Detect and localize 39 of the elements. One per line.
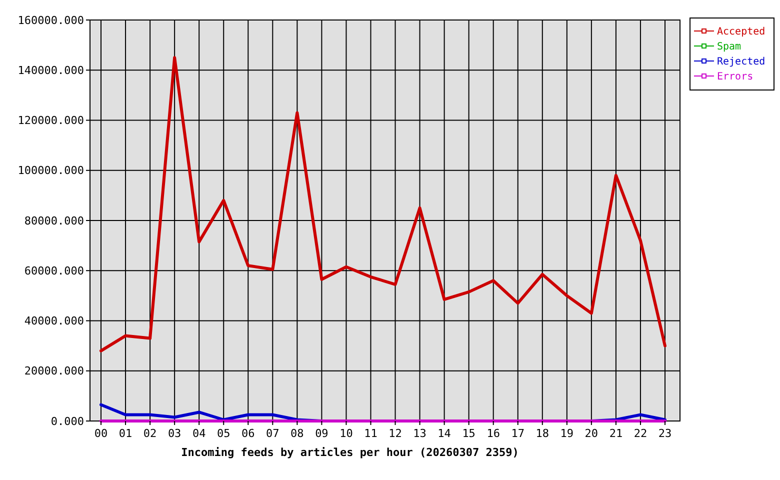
x-tick-label: 16 <box>486 427 500 440</box>
legend-label: Rejected <box>717 56 766 68</box>
legend-label: Spam <box>717 42 742 52</box>
y-tick-label: 40000.000 <box>24 314 84 328</box>
y-tick-label: 60000.000 <box>24 264 84 278</box>
x-tick-label: 18 <box>536 427 550 440</box>
x-tick-label: 17 <box>511 427 524 440</box>
x-tick-label: 11 <box>364 427 378 440</box>
x-tick-label: 14 <box>438 427 452 440</box>
x-tick-label: 19 <box>560 427 574 440</box>
legend-label: Accepted <box>717 26 766 38</box>
x-axis-title: Incoming feeds by articles per hour (20260307 2359) <box>181 446 519 459</box>
x-tick-label: 05 <box>216 427 230 440</box>
y-tick-label: 80000.000 <box>24 214 84 228</box>
x-tick-label: 06 <box>242 427 255 440</box>
y-tick-label: 120000.000 <box>18 114 84 128</box>
x-tick-label: 12 <box>388 427 402 440</box>
x-tick-label: 00 <box>94 427 108 440</box>
x-tick-label: 02 <box>143 427 157 440</box>
x-tick-label: 07 <box>266 427 280 440</box>
legend-label: Errors <box>717 72 754 82</box>
y-tick-label: 160000.000 <box>18 14 84 27</box>
line-series <box>100 56 666 352</box>
x-tick-label: 15 <box>462 427 476 440</box>
x-tick-label: 20 <box>584 427 598 440</box>
x-tick-label: 03 <box>168 427 182 440</box>
x-tick-label: 01 <box>118 427 132 440</box>
y-tick-label: 140000.000 <box>18 64 84 77</box>
y-tick-label: 100000.000 <box>18 164 84 178</box>
x-tick-label: 08 <box>290 427 304 440</box>
x-tick-label: 10 <box>340 427 353 440</box>
y-tick-label: 0.000 <box>50 414 84 428</box>
x-tick-label: 21 <box>609 427 623 440</box>
x-tick-label: 22 <box>634 427 648 440</box>
x-tick-label: 23 <box>658 427 672 440</box>
y-tick-label: 20000.000 <box>24 364 84 378</box>
x-tick-label: 09 <box>315 427 328 440</box>
x-tick-label: 04 <box>192 427 206 440</box>
x-tick-label: 13 <box>413 427 426 440</box>
